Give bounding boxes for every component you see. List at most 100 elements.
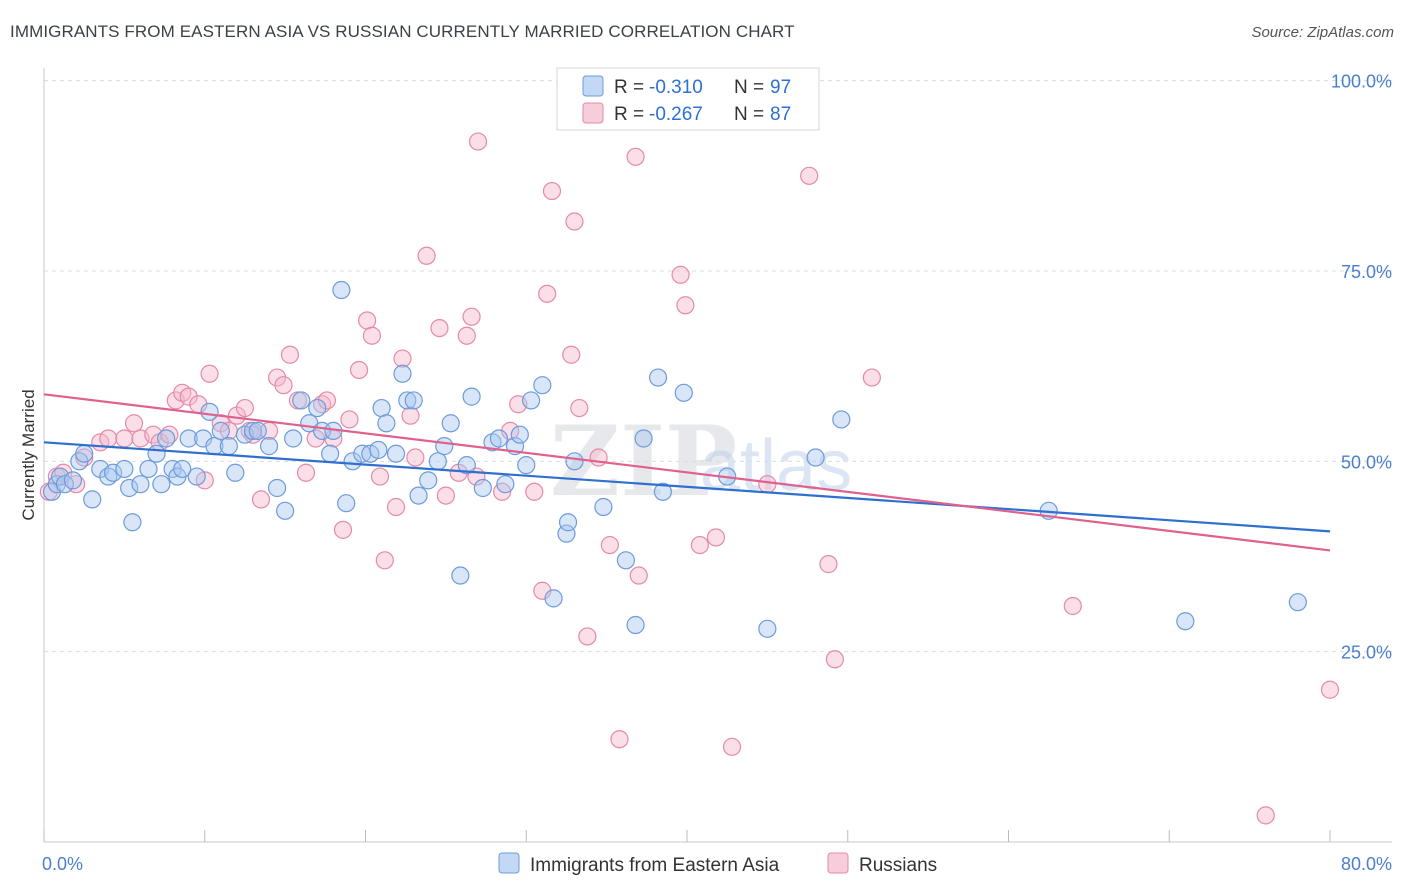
russians-point [800,166,819,185]
eastern-asia-point [1176,612,1195,631]
russians-point [690,535,709,555]
russians-point [706,528,726,547]
x-ticks [43,830,1331,842]
russians-point [457,326,476,345]
russians-point [819,555,838,574]
eastern-asia-point [219,437,238,456]
eastern-asia-point [457,456,476,475]
legend-r-value-blue: -0.310 [649,77,703,98]
russians-point [349,360,369,380]
eastern-asia-point [806,448,825,467]
russians-point [200,364,219,383]
y-tick-label: 100.0% [1331,72,1392,92]
bottom-legend-swatch-pink [827,852,849,874]
eastern-asia-point [123,513,142,532]
russians-point [306,429,325,448]
eastern-asia-point [211,421,230,440]
russians-point [274,376,293,395]
russians-point [115,429,134,448]
legend-n-value-blue: 97 [770,77,791,98]
legend-swatch-blue [582,75,604,97]
bottom-legend-swatch-blue [498,852,520,874]
eastern-asia-point [441,414,460,433]
y-tick-labels: 25.0% 50.0% 75.0% 100.0% [1331,72,1392,663]
eastern-asia-point [435,437,454,456]
russians-point [758,475,777,494]
russians-point [235,398,255,418]
russians-point [375,551,394,570]
legend-r-value-pink: -0.267 [649,104,703,125]
eastern-asia-point [377,414,396,433]
russians-point [333,520,353,539]
eastern-asia-point [75,444,94,463]
eastern-asia-point [337,494,356,513]
russians-point [589,448,608,467]
russians-point [436,486,455,505]
eastern-asia-point [653,482,672,501]
eastern-asia-point [558,513,578,532]
eastern-asia-point [462,387,481,406]
eastern-asia-point [409,486,428,505]
eastern-asia-point [372,398,391,418]
russians-point [267,368,287,387]
eastern-asia-point [634,429,653,448]
eastern-asia-point [243,421,263,440]
eastern-asia-point [139,459,158,479]
gridlines [44,80,1392,653]
eastern-asia-point [616,551,636,570]
eastern-asia-point [179,429,198,448]
eastern-asia-point [152,475,171,494]
eastern-asia-point [594,497,613,517]
eastern-asia-point [200,402,219,421]
eastern-asia-point [557,524,576,543]
russians-point [610,730,629,749]
russians-point [722,737,742,756]
russians-point [401,406,420,425]
russians-point [124,414,144,433]
x-tick-label-min: 0.0% [42,854,83,874]
legend-n-value-pink: 87 [770,104,791,125]
y-tick-label: 25.0% [1341,643,1392,663]
legend-r-label-blue: R = [614,77,644,98]
eastern-asia-point [496,475,515,494]
legend-n-label-pink: N = [734,104,764,125]
russians-point [1256,806,1275,825]
russians-point [280,345,300,364]
legend-top: R = -0.310 N = 97 R = -0.267 N = 87 [556,67,820,131]
russians-point [417,246,436,265]
eastern-asia-point [521,391,541,410]
legend-r-label-pink: R = [614,104,644,125]
russians-point [565,212,584,231]
eastern-asia-point [428,452,447,471]
russians-point [562,345,581,364]
russians-point [525,482,544,501]
eastern-asia-point [267,478,287,498]
source-label: Source: ZipAtlas.com [1251,24,1394,41]
russians-point [538,284,557,303]
bottom-legend-label-russians: Russians [859,855,937,876]
eastern-asia-point [321,444,340,463]
legend-n-label-blue: N = [734,77,764,98]
eastern-asia-point [451,566,470,585]
russians-point [370,467,390,486]
russians-point [542,181,562,201]
russians-point [629,566,648,585]
eastern-asia-point [674,383,693,402]
eastern-asia-point [648,368,668,387]
russians-point [358,311,377,330]
russians-point [600,535,619,555]
russians-point [179,387,198,406]
eastern-asia-point [131,475,150,494]
eastern-asia-point [63,471,83,490]
russians-point [825,650,844,669]
russians-point [296,463,316,482]
russians-point [406,448,425,467]
eastern-asia-point [393,364,412,383]
eastern-asia-point [83,490,102,509]
eastern-asia-point [115,459,134,479]
russians-point [430,319,449,338]
eastern-asia-point [157,429,176,448]
eastern-asia-point [832,410,851,429]
eastern-asia-point [308,398,327,418]
